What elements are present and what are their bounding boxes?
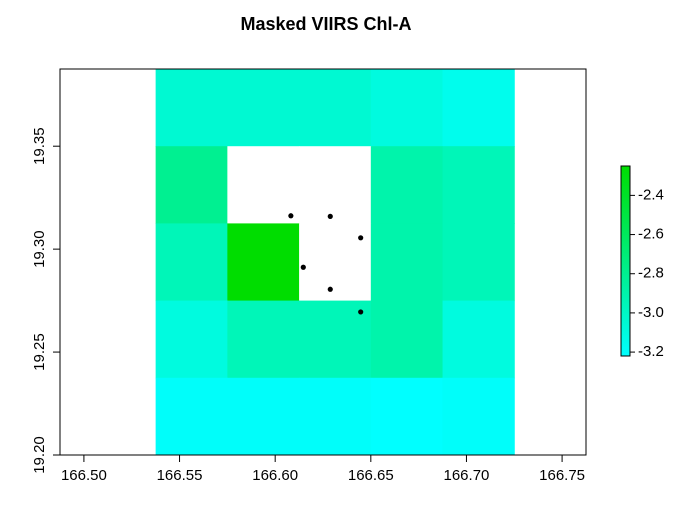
heatmap-cell	[299, 377, 372, 456]
heatmap-cell	[227, 223, 300, 302]
heatmap-cell	[370, 377, 444, 456]
heatmap-cell	[442, 377, 515, 456]
heatmap-cell	[155, 69, 228, 147]
colorbar-tick-label: -2.4	[638, 186, 664, 203]
heatmap-cell	[370, 300, 444, 379]
sample-point	[300, 264, 306, 270]
sample-point	[288, 213, 294, 219]
colorbar-ramp	[620, 165, 631, 357]
colorbar-tick-label: -2.6	[638, 226, 664, 243]
heatmap-cell	[442, 146, 515, 224]
heatmap-cell	[227, 69, 300, 147]
x-axis: 166.50 166.55 166.60 166.65 166.70 166.75	[61, 454, 585, 484]
y-tick-label: 19.25	[31, 333, 48, 371]
x-tick-label: 166.65	[348, 467, 394, 484]
sample-point	[327, 213, 333, 220]
colorbar-tick-label: -2.8	[638, 265, 664, 282]
heatmap-cell	[155, 377, 228, 456]
colorbar-tick-label: -3.0	[638, 304, 664, 321]
x-tick-label: 166.50	[61, 467, 107, 484]
sample-points	[288, 213, 364, 315]
x-tick-label: 166.60	[252, 467, 298, 484]
heatmap-cell	[442, 223, 515, 302]
heatmap-cell	[370, 69, 444, 147]
heatmap-cells	[155, 69, 515, 456]
heatmap-cell	[370, 223, 444, 302]
chart-title: Masked VIIRS Chl-A	[240, 14, 411, 34]
sample-point	[358, 309, 364, 315]
colorbar-tick-label: -3.2	[638, 343, 664, 360]
heatmap-cell	[442, 300, 515, 379]
heatmap-cell-masked	[299, 223, 372, 302]
colorbar-legend: -3.2 -3.0 -2.8 -2.6 -2.4	[620, 165, 664, 360]
sample-point	[358, 235, 364, 241]
heatmap-cell	[155, 146, 228, 224]
heatmap-cell-masked	[299, 146, 372, 224]
y-tick-label: 19.20	[31, 436, 48, 474]
heatmap-cell-masked	[227, 146, 300, 224]
heatmap-cell	[299, 69, 372, 147]
heatmap-cell	[442, 69, 515, 147]
y-axis: 19.20 19.25 19.30 19.35	[31, 127, 61, 474]
heatmap-cell	[155, 300, 228, 379]
x-tick-label: 166.55	[157, 467, 203, 484]
heatmap-cell	[155, 223, 228, 302]
sample-point	[327, 286, 333, 292]
heatmap-cell	[370, 146, 444, 224]
x-tick-label: 166.75	[539, 467, 585, 484]
x-tick-label: 166.70	[444, 467, 490, 484]
y-tick-label: 19.30	[31, 230, 48, 268]
y-tick-label: 19.35	[31, 127, 48, 165]
heatmap-cell	[227, 377, 300, 456]
heatmap-cell	[227, 300, 300, 379]
